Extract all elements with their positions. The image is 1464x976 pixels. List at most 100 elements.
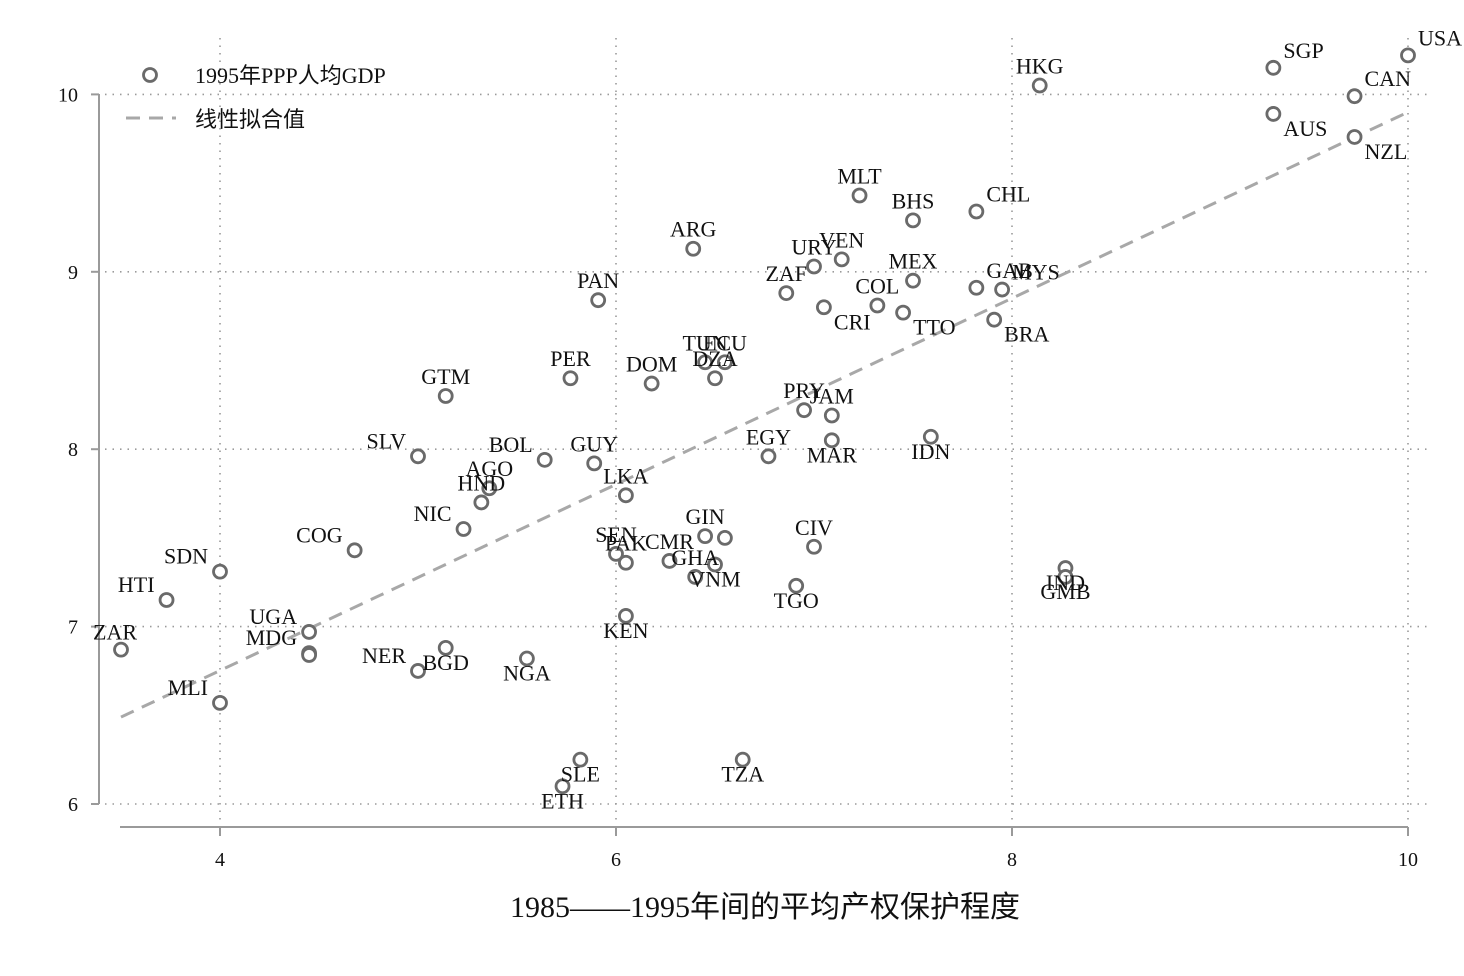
data-point bbox=[113, 641, 129, 658]
data-point bbox=[717, 530, 733, 546]
legend-fit-label: 线性拟合值 bbox=[195, 107, 305, 132]
data-point bbox=[519, 650, 535, 667]
point-label: BRA bbox=[1004, 322, 1049, 347]
point-label: EGY bbox=[746, 424, 791, 449]
point-label: MYS bbox=[1012, 260, 1060, 285]
point-label: NGA bbox=[503, 661, 551, 686]
data-point bbox=[1057, 569, 1074, 585]
x-tick-label: 4 bbox=[215, 849, 225, 871]
data-point bbox=[806, 538, 822, 555]
point-label: HTI bbox=[118, 572, 155, 597]
data-point bbox=[586, 455, 603, 472]
data-point bbox=[986, 311, 1003, 328]
point-label: NER bbox=[362, 643, 406, 668]
point-label: AGO bbox=[465, 456, 513, 481]
data-point bbox=[788, 577, 805, 594]
data-point bbox=[697, 528, 713, 545]
legend: 1995年PPP人均GDP 线性拟合值 bbox=[126, 63, 386, 132]
y-tick-label: 8 bbox=[68, 439, 78, 461]
data-point bbox=[301, 647, 318, 663]
data-point bbox=[643, 375, 660, 392]
point-label: ETH bbox=[541, 788, 584, 813]
point-label: SGP bbox=[1283, 38, 1323, 63]
data-point bbox=[994, 281, 1010, 298]
data-point bbox=[455, 521, 472, 537]
point-label: LKA bbox=[603, 463, 648, 488]
data-point bbox=[697, 354, 713, 371]
data-point bbox=[618, 554, 634, 571]
x-tick-label: 6 bbox=[611, 849, 621, 871]
point-label: GHA bbox=[671, 545, 719, 570]
point-label: JAM bbox=[810, 383, 854, 408]
data-point bbox=[1400, 47, 1416, 64]
point-label: PAK bbox=[605, 531, 647, 556]
x-tick-label: 8 bbox=[1007, 849, 1017, 871]
data-point bbox=[608, 545, 624, 562]
data-point bbox=[778, 285, 795, 301]
data-point bbox=[895, 304, 911, 321]
x-axis-title: 1985——1995年间的平均产权保护程度 bbox=[510, 891, 1020, 924]
data-point bbox=[473, 494, 490, 511]
point-label: ZAF bbox=[765, 261, 807, 286]
point-label: IND bbox=[1046, 570, 1085, 595]
data-point bbox=[760, 448, 777, 465]
data-point bbox=[796, 402, 812, 419]
point-label: MAR bbox=[807, 442, 857, 467]
point-label: HND bbox=[458, 470, 506, 495]
data-point bbox=[661, 553, 678, 569]
point-label: HKG bbox=[1016, 54, 1064, 79]
linear-fit-layer bbox=[120, 110, 1409, 719]
data-point bbox=[833, 251, 850, 268]
legend-points-label: 1995年PPP人均GDP bbox=[195, 63, 386, 88]
point-label: DOM bbox=[626, 352, 677, 377]
data-point bbox=[1265, 106, 1282, 122]
point-label: CRI bbox=[834, 309, 871, 334]
point-label: BHS bbox=[892, 188, 935, 213]
data-point bbox=[707, 556, 723, 573]
data-point bbox=[437, 639, 454, 656]
data-point bbox=[562, 370, 579, 387]
scatter-points bbox=[113, 47, 1416, 795]
data-point bbox=[1031, 77, 1048, 94]
point-label: GTM bbox=[421, 364, 470, 389]
data-point bbox=[536, 451, 553, 468]
point-label: VEN bbox=[819, 227, 864, 252]
point-label: BGD bbox=[422, 650, 468, 675]
data-point bbox=[816, 299, 832, 316]
point-label: CIV bbox=[795, 515, 833, 540]
point-label: NIC bbox=[414, 501, 452, 526]
point-label: CHL bbox=[986, 181, 1030, 206]
point-label: COG bbox=[296, 522, 343, 547]
point-label: URY bbox=[791, 234, 836, 259]
point-label: SLE bbox=[561, 762, 600, 787]
data-point bbox=[968, 279, 985, 296]
data-point bbox=[823, 407, 840, 424]
point-label: IDN bbox=[911, 439, 950, 464]
point-label: SEN bbox=[595, 522, 637, 547]
y-tick-label: 7 bbox=[68, 617, 78, 639]
point-label: NZL bbox=[1365, 139, 1408, 164]
point-label: BOL bbox=[489, 432, 533, 457]
point-label: UGA bbox=[249, 604, 297, 629]
data-point bbox=[1346, 88, 1363, 105]
data-point bbox=[618, 487, 634, 504]
point-label: USA bbox=[1418, 25, 1462, 50]
point-label: PER bbox=[550, 346, 591, 371]
point-label: GIN bbox=[686, 504, 725, 529]
data-point bbox=[301, 624, 318, 640]
point-label: COL bbox=[855, 274, 899, 299]
data-point bbox=[707, 370, 723, 387]
y-tick-label: 10 bbox=[58, 84, 78, 106]
legend-marker-icon bbox=[142, 67, 158, 83]
data-point bbox=[1265, 59, 1282, 76]
point-label: VNM bbox=[689, 567, 740, 592]
data-point bbox=[410, 448, 426, 465]
linear-fit-line bbox=[120, 110, 1409, 719]
point-label: ECU bbox=[703, 330, 747, 355]
data-point bbox=[618, 608, 634, 624]
data-point bbox=[806, 258, 822, 275]
point-label: MDG bbox=[246, 625, 297, 650]
point-label: TGO bbox=[774, 588, 819, 613]
data-point bbox=[851, 187, 868, 204]
